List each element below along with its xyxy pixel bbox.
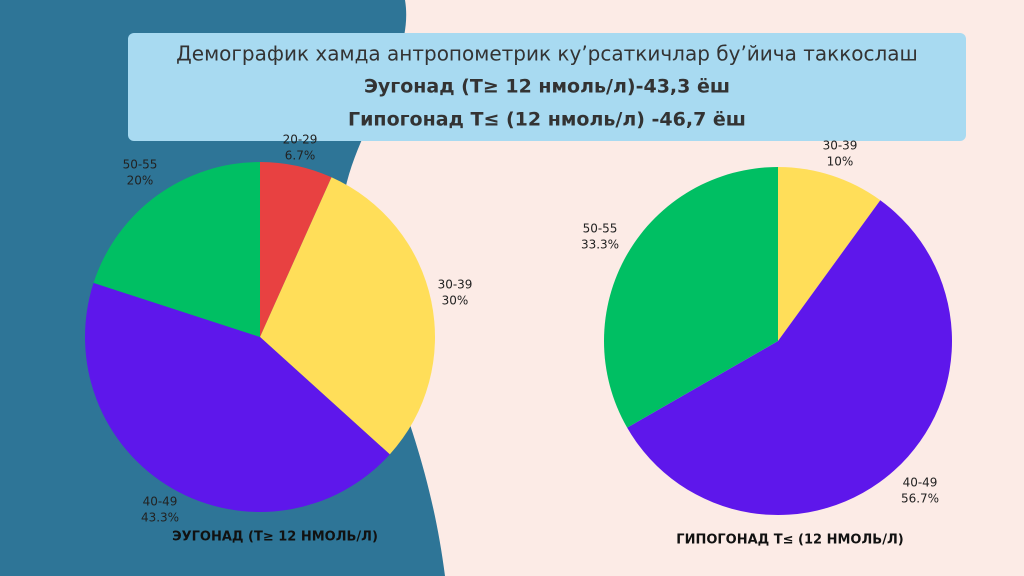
pie-slice [260,162,332,337]
slice-category: 40-49 [903,476,938,490]
header-line: Гипогонад Т≤ (12 нмоль/л) -46,7 ёш [348,109,746,131]
pie-slice [778,167,881,341]
header-box [128,33,966,141]
slice-category: 50-55 [123,158,158,172]
slice-value-label: 56.7% [901,492,939,506]
slice-value-label: 20% [127,174,154,188]
pie-slice [85,282,390,512]
chart-title: ГИПОГОНАД Т≤ (12 НМОЛЬ/Л) [676,533,903,548]
slice-value-label: 10% [827,155,854,169]
slice-value-label: 6.7% [285,149,316,163]
header-title: Демографик хамда антропометрик ку’рсатки… [176,42,918,66]
pie-slice [93,162,260,337]
slice-category: 30-39 [438,278,473,292]
slice-category: 40-49 [143,495,178,509]
slice-value-label: 30% [442,294,469,308]
slice-value-label: 33.3% [581,238,619,252]
slice-category: 30-39 [823,139,858,153]
slice-category: 50-55 [583,222,618,236]
pie-slice [260,177,435,455]
slice-value-label: 43.3% [141,511,179,525]
chart-title: ЭУГОНАД (Т≥ 12 НМОЛЬ/Л) [172,530,378,545]
header-line: Эугонад (Т≥ 12 нмоль/л)-43,3 ёш [364,76,730,98]
pie-slice [604,167,778,428]
slice-category: 20-29 [283,133,318,147]
pie-slice [627,200,953,516]
